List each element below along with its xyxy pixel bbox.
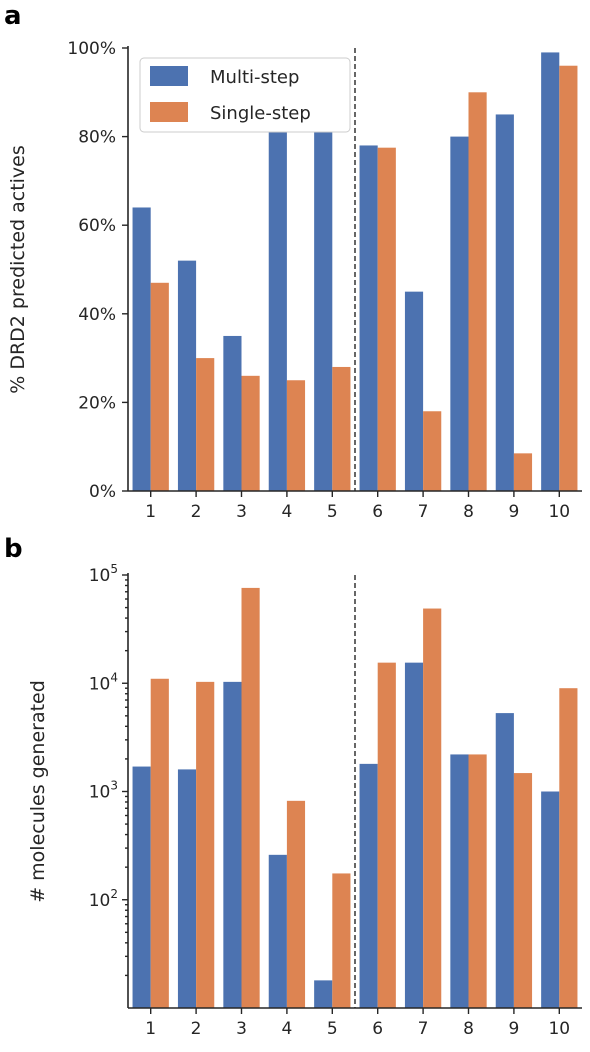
single-step-bar-8 (468, 92, 487, 492)
x-tick-label: 8 (463, 1019, 474, 1039)
single-step-bar-4 (286, 380, 306, 491)
x-tick-label: 6 (372, 1019, 383, 1039)
multi-step-bar-8 (450, 754, 469, 1008)
x-tick-label: 9 (508, 502, 519, 522)
legend: Multi-step Single-step (139, 57, 351, 133)
x-tick-label: 5 (327, 502, 338, 522)
multi-step-bar-7 (404, 662, 424, 1008)
x-tick-label: 4 (281, 1019, 292, 1039)
y-tick-exponent: 5 (110, 562, 118, 576)
x-tick-label: 9 (508, 1019, 519, 1039)
x-tick-label: 1 (145, 1019, 156, 1039)
multi-step-bar-1 (132, 766, 151, 1008)
x-tick-label: 8 (463, 502, 474, 522)
x-tick-label: 5 (327, 1019, 338, 1039)
single-step-bar-10 (559, 688, 578, 1008)
y-tick-label: 102 (89, 887, 118, 911)
x-tick-label: 7 (418, 502, 429, 522)
y-tick-label: 100% (67, 39, 116, 59)
multi-step-bar-9 (495, 114, 514, 491)
multi-step-bar-4 (268, 118, 287, 491)
legend-swatch-single-step (150, 102, 188, 122)
y-tick-label: 60% (78, 216, 116, 236)
single-step-bar-7 (423, 411, 442, 491)
x-tick-label: 2 (191, 1019, 202, 1039)
x-tick-label: 10 (548, 1019, 570, 1039)
single-step-bar-9 (513, 453, 533, 491)
single-step-bar-9 (513, 773, 533, 1008)
multi-step-bar-2 (177, 260, 197, 491)
single-step-bar-1 (150, 678, 169, 1008)
x-tick-label: 4 (281, 502, 292, 522)
y-tick-label: 80% (78, 128, 116, 148)
multi-step-bar-10 (541, 791, 560, 1008)
legend-label-single-step: Single-step (210, 103, 311, 124)
single-step-bar-2 (196, 681, 215, 1008)
single-step-bar-4 (286, 800, 306, 1008)
panel-a: a1 2 3 4 5 6 7 8 9 100%20%40%60%80%100%% DRD2 pre… (4, 1, 582, 522)
multi-step-bar-4 (268, 854, 287, 1008)
multi-step-bar-8 (450, 136, 469, 491)
x-tick-label: 10 (548, 502, 570, 522)
legend-box (139, 57, 351, 133)
legend-label-multi-step: Multi-step (210, 67, 299, 88)
multi-step-bar-2 (177, 769, 197, 1008)
single-step-bar-3 (241, 375, 260, 491)
multi-step-bar-6 (359, 145, 378, 491)
single-step-bar-5 (332, 366, 351, 491)
single-step-bar-8 (468, 754, 487, 1008)
multi-step-bar-5 (314, 101, 333, 491)
y-axis-label: % DRD2 predicted actives (7, 145, 29, 394)
x-tick-label: 7 (418, 1019, 429, 1039)
y-tick-label: 105 (89, 562, 118, 586)
multi-step-bar-7 (404, 291, 424, 491)
single-step-bar-6 (377, 147, 396, 492)
y-tick-base: 10 (89, 674, 111, 694)
single-step-bar-6 (377, 662, 396, 1008)
y-tick-exponent: 2 (110, 887, 118, 901)
multi-step-bar-3 (223, 681, 242, 1008)
y-tick-label: 103 (89, 779, 118, 803)
multi-step-bar-10 (541, 52, 560, 492)
y-tick-label: 40% (78, 305, 116, 325)
panel-letter: a (4, 1, 22, 31)
y-tick-base: 10 (89, 783, 111, 803)
single-step-bar-1 (150, 282, 169, 491)
multi-step-bar-3 (223, 335, 242, 491)
panel-letter: b (4, 534, 23, 564)
multi-step-bar-5 (314, 980, 333, 1008)
multi-step-bar-9 (495, 713, 514, 1008)
y-tick-base: 10 (89, 891, 111, 911)
multi-step-bar-6 (359, 763, 378, 1008)
x-tick-label: 3 (236, 1019, 247, 1039)
single-step-bar-2 (196, 358, 215, 491)
multi-step-bar-1 (132, 207, 151, 492)
y-tick-label: 20% (78, 393, 116, 413)
x-tick-label: 3 (236, 502, 247, 522)
y-tick-base: 10 (89, 566, 111, 586)
x-tick-label: 2 (191, 502, 202, 522)
single-step-bar-3 (241, 587, 260, 1008)
y-tick-label: 104 (89, 670, 118, 694)
single-step-bar-10 (559, 65, 578, 491)
single-step-bar-5 (332, 873, 351, 1008)
y-tick-exponent: 3 (110, 779, 118, 793)
y-tick-exponent: 4 (110, 670, 118, 684)
y-axis-label: # molecules generated (27, 680, 49, 903)
single-step-bar-7 (423, 608, 442, 1008)
x-tick-label: 1 (145, 502, 156, 522)
y-tick-label: 0% (89, 482, 116, 502)
x-tick-label: 6 (372, 502, 383, 522)
legend-swatch-multi-step (150, 66, 188, 86)
